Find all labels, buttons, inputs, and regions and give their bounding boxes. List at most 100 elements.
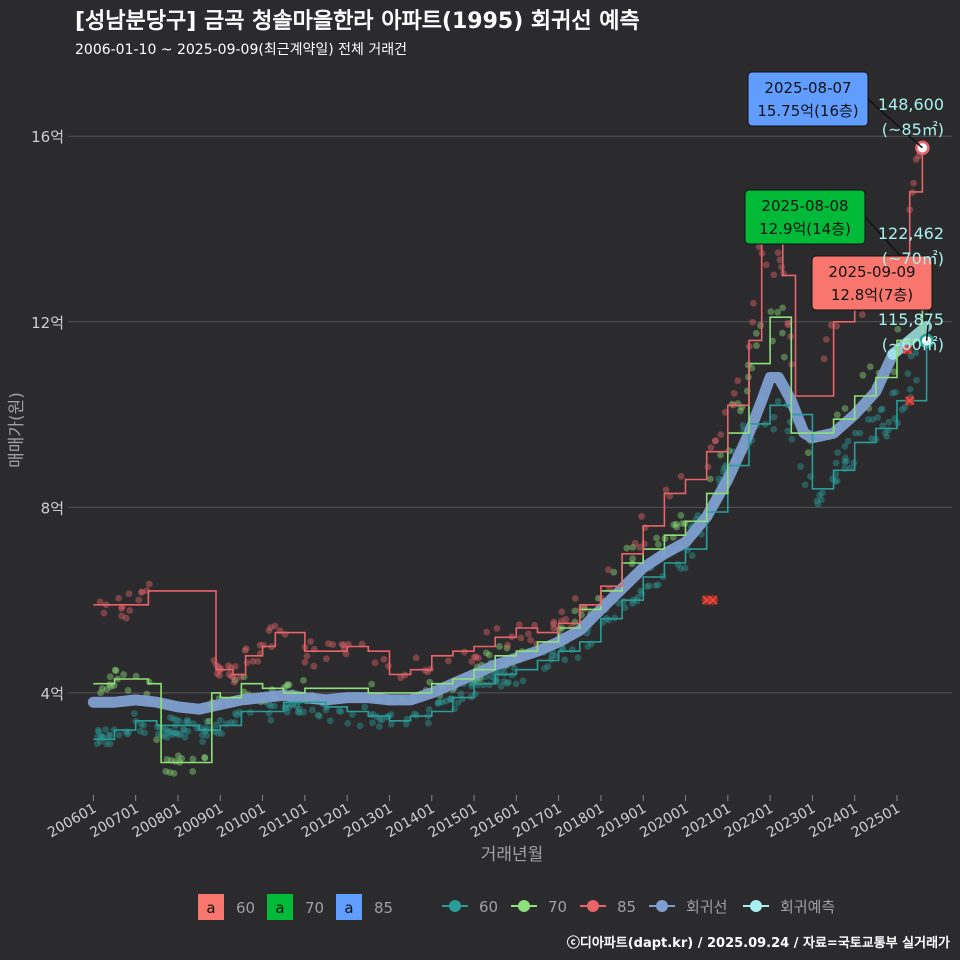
data-point-60	[889, 389, 897, 397]
data-point-85	[145, 580, 153, 588]
data-point-70	[201, 754, 209, 762]
data-point-60	[841, 458, 849, 466]
callout-date: 2025-08-08	[761, 197, 848, 215]
right-label-value: 148,600	[878, 95, 944, 114]
data-point-60	[904, 370, 912, 378]
data-point-60	[93, 740, 101, 748]
data-point-60	[868, 435, 876, 442]
data-point-85	[338, 641, 346, 648]
callout-leader	[867, 98, 923, 149]
legend-line-dot	[656, 900, 668, 912]
legend-fill-label: 70	[305, 899, 324, 917]
data-point-60	[786, 418, 794, 426]
data-point-85	[329, 641, 337, 648]
data-point-60	[296, 709, 303, 716]
data-point-85	[711, 437, 719, 445]
cross-marker-x	[905, 396, 915, 406]
data-point-60	[784, 427, 792, 435]
data-point-85	[267, 624, 274, 632]
data-point-70	[153, 736, 160, 744]
data-point-85	[636, 543, 644, 551]
data-point-85	[303, 652, 311, 660]
data-point-70	[97, 689, 104, 697]
data-point-85	[340, 641, 347, 649]
data-point-85	[118, 612, 126, 620]
data-point-60	[282, 704, 290, 712]
data-point-70	[103, 685, 111, 693]
data-point-60	[94, 726, 102, 734]
data-point-60	[231, 710, 239, 717]
data-point-60	[629, 600, 636, 607]
data-point-60	[425, 705, 433, 713]
data-point-85	[242, 645, 250, 653]
data-point-60	[227, 719, 235, 727]
data-point-60	[203, 732, 211, 739]
data-point-70	[482, 649, 490, 657]
data-point-85	[717, 431, 725, 438]
data-point-60	[95, 728, 103, 736]
data-point-60	[183, 716, 191, 724]
data-point-60	[322, 706, 330, 714]
data-point-70	[804, 449, 812, 457]
data-point-85	[265, 627, 273, 635]
data-point-60	[348, 710, 356, 718]
data-point-85	[734, 377, 742, 385]
data-point-85	[581, 605, 589, 612]
data-point-70	[178, 755, 186, 762]
data-point-60	[369, 719, 376, 727]
data-point-60	[467, 682, 475, 690]
data-point-60	[218, 730, 226, 737]
data-point-70	[285, 681, 293, 689]
data-point-60	[361, 703, 369, 711]
chart-subtitle: 2006-01-10 ~ 2025-09-09(최근계약일) 전체 거래건	[75, 42, 407, 58]
callout-date: 2025-09-09	[828, 263, 915, 281]
data-point-60	[105, 731, 113, 739]
data-point-60	[770, 413, 778, 421]
data-point-60	[198, 731, 206, 739]
data-point-60	[898, 406, 906, 413]
data-point-60	[472, 690, 479, 698]
data-point-60	[166, 714, 174, 721]
data-point-60	[124, 730, 131, 738]
data-point-70	[111, 666, 119, 674]
data-point-60	[283, 708, 291, 716]
data-point-70	[485, 651, 493, 659]
data-point-60	[797, 463, 805, 470]
data-point-70	[205, 717, 213, 725]
data-point-85	[822, 336, 830, 343]
data-point-85	[256, 641, 264, 649]
x-tick-label: 202501	[849, 801, 903, 842]
data-point-60	[615, 599, 622, 607]
data-point-60	[834, 449, 842, 456]
data-point-70	[283, 682, 291, 690]
data-point-60	[154, 730, 162, 738]
data-point-85	[96, 598, 104, 606]
data-point-60	[574, 654, 582, 662]
data-point-60	[652, 582, 660, 589]
data-point-60	[788, 435, 796, 443]
data-point-70	[300, 676, 307, 684]
data-point-85	[749, 318, 757, 326]
data-point-60	[864, 416, 872, 423]
data-point-60	[165, 727, 173, 735]
data-point-85	[558, 608, 566, 616]
data-point-60	[611, 614, 619, 622]
plot-area: 4억8억12억16억200601200701200801200901201001…	[31, 71, 952, 842]
data-point-60	[878, 405, 886, 413]
data-point-60	[907, 352, 915, 360]
data-point-60	[175, 717, 183, 725]
data-point-60	[295, 705, 303, 713]
data-point-60	[637, 587, 644, 595]
data-point-85	[704, 463, 712, 471]
data-point-60	[172, 716, 180, 724]
data-point-85	[126, 607, 134, 614]
data-point-60	[774, 398, 782, 405]
legend-fill-letter: a	[206, 899, 215, 917]
data-point-70	[670, 521, 678, 529]
data-point-70	[767, 308, 775, 316]
data-point-70	[890, 368, 898, 376]
data-point-85	[730, 389, 738, 397]
data-point-70	[859, 371, 867, 379]
data-point-60	[841, 454, 849, 462]
data-point-85	[307, 638, 314, 645]
